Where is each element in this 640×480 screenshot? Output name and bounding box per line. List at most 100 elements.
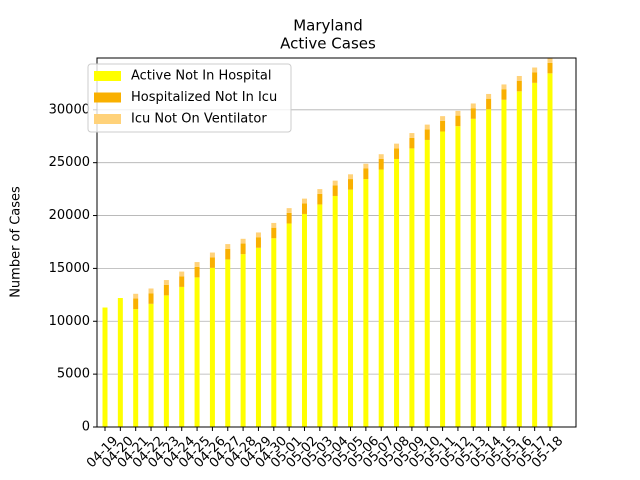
bar-segment [117, 298, 123, 427]
bar-segment [363, 168, 369, 180]
bar-segment [348, 179, 354, 190]
y-tick-label: 20000 [49, 208, 90, 223]
bar-segment [225, 244, 231, 249]
bar-segment [133, 293, 139, 299]
bar-segment [255, 237, 261, 248]
bar-segment [209, 267, 215, 427]
legend-swatch [94, 92, 121, 103]
bar-segment [240, 254, 246, 427]
plot-frame [96, 57, 577, 428]
bar-segment [317, 189, 323, 194]
bar-segment [225, 259, 231, 427]
bar-segment [133, 309, 139, 427]
bar-segment [501, 89, 507, 100]
bar-segment [255, 247, 261, 427]
bar-segment [301, 203, 307, 214]
legend-box [87, 63, 292, 133]
bar-segment [240, 238, 246, 244]
bar-segment [470, 103, 476, 109]
bar-segment [486, 93, 492, 99]
bar-segment [286, 223, 292, 427]
bar-segment [102, 307, 108, 427]
bar-segment [532, 72, 538, 83]
legend-label: Hospitalized Not In Icu [131, 90, 277, 105]
bar-segment [424, 129, 430, 140]
bar-segment [301, 213, 307, 427]
bar-segment [378, 169, 384, 428]
bar-segment [516, 80, 522, 92]
y-tick-label: 5000 [57, 367, 90, 382]
bar-segment [332, 185, 338, 196]
bar-segment [547, 58, 553, 63]
legend-swatch [94, 114, 121, 124]
bar-segment [301, 198, 307, 204]
bar-segment [179, 271, 185, 277]
bar-segment [148, 303, 154, 427]
bar-segment [455, 126, 461, 427]
bar-segment [194, 277, 200, 427]
bar-segment [409, 137, 415, 149]
bar-segment [378, 158, 384, 170]
bar-segment [547, 73, 553, 428]
bar-segment [424, 124, 430, 130]
bar-segment [348, 174, 354, 180]
bar-segment [532, 67, 538, 73]
bar-segment [440, 116, 446, 121]
chart-title: Maryland [293, 17, 363, 35]
bar-segment [394, 158, 400, 427]
bar-segment [317, 193, 323, 205]
bar-segment [286, 208, 292, 213]
y-tick-label: 10000 [49, 314, 90, 329]
y-axis-label: Number of Cases [9, 186, 24, 298]
bar-segment [163, 284, 169, 296]
bar-segment [486, 109, 492, 428]
bar-segment [470, 108, 476, 119]
bar-segment [286, 212, 292, 224]
bar-segment [148, 288, 154, 294]
bar-segment [163, 295, 169, 427]
bar-segment [363, 179, 369, 427]
y-tick-label: 0 [82, 420, 90, 435]
bar-segment [240, 243, 246, 255]
bar-segment [424, 139, 430, 427]
bar-segment [409, 133, 415, 138]
bar-segment [332, 180, 338, 186]
bar-segment [486, 98, 492, 110]
bar-segment [225, 248, 231, 260]
bar-segment [532, 82, 538, 427]
bar-segment [194, 266, 200, 278]
y-tick-label: 15000 [49, 261, 90, 276]
y-tick-label: 30000 [49, 102, 90, 117]
y-tick-label: 25000 [49, 155, 90, 170]
legend-label: Icu Not On Ventilator [131, 112, 267, 127]
bar-segment [133, 298, 139, 310]
bar-segment [332, 195, 338, 427]
bar-segment [271, 227, 277, 239]
bar-segment [455, 115, 461, 127]
bar-segment [501, 99, 507, 427]
bar-segment [378, 154, 384, 159]
bar-segment [470, 118, 476, 427]
bar-segment [209, 252, 215, 258]
bar-segment [547, 62, 553, 74]
bar-segment [516, 75, 522, 81]
legend-swatch [94, 71, 121, 81]
bar-segment [255, 232, 261, 238]
bar-segment [348, 189, 354, 427]
bar-segment [179, 276, 185, 287]
bar-segment [317, 204, 323, 427]
bar-segment [409, 148, 415, 427]
bar-segment [516, 91, 522, 427]
bar-segment [194, 262, 200, 267]
chart-subtitle: Active Cases [280, 35, 376, 53]
bar-segment [148, 293, 154, 304]
legend-label: Active Not In Hospital [131, 69, 272, 84]
bar-segment [440, 131, 446, 428]
bar-segment [455, 110, 461, 116]
bar-segment [501, 84, 507, 90]
bar-segment [394, 143, 400, 149]
bar-segment [179, 286, 185, 427]
bar-segment [363, 163, 369, 169]
bar-segment [271, 222, 277, 228]
